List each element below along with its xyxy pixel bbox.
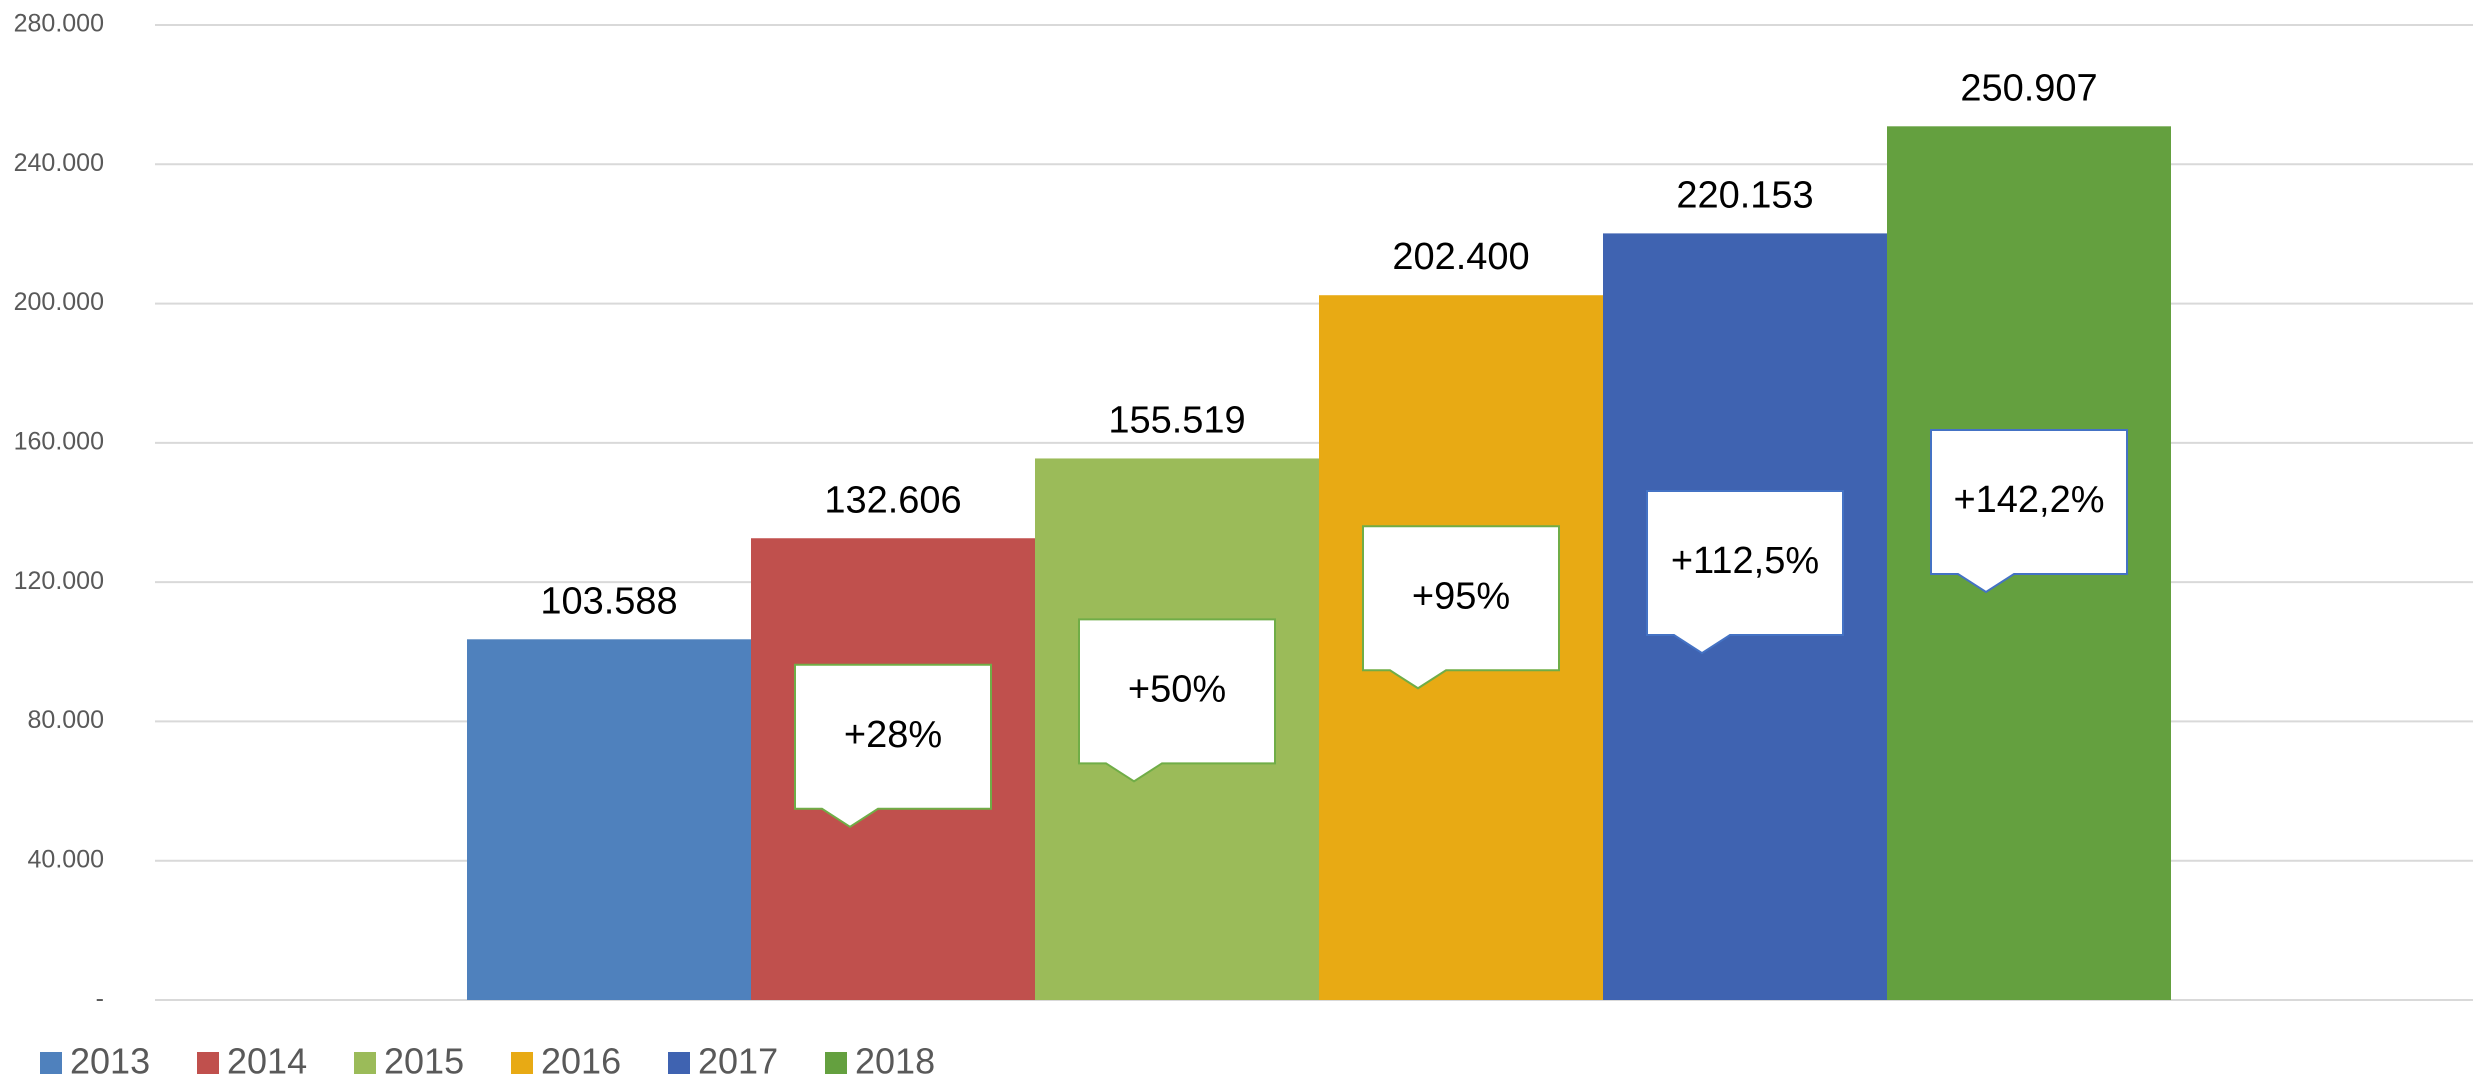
y-tick-label: 240.000	[14, 149, 104, 177]
legend-label: 2015	[384, 1041, 464, 1082]
legend-label: 2018	[855, 1041, 935, 1082]
y-tick-label: 200.000	[14, 288, 104, 316]
callout-box	[794, 663, 992, 828]
legend-label: 2017	[698, 1041, 778, 1082]
legend-swatch	[354, 1052, 376, 1074]
callout-box	[1362, 525, 1560, 690]
annotation: +95%	[1412, 575, 1510, 617]
annotation: +50%	[1128, 668, 1226, 710]
callout-box	[1078, 618, 1276, 783]
value-label: 132.606	[824, 479, 961, 521]
legend-label: 2016	[541, 1041, 621, 1082]
y-tick-label: 40.000	[28, 845, 104, 873]
legend-swatch	[668, 1052, 690, 1074]
annotation: +28%	[844, 714, 942, 756]
legend-label: 2014	[227, 1041, 307, 1082]
legend-swatch	[511, 1052, 533, 1074]
value-label: 202.400	[1392, 236, 1529, 278]
callout-box	[1646, 490, 1844, 655]
value-label: 220.153	[1676, 174, 1813, 216]
legend-swatch	[40, 1052, 62, 1074]
y-tick-label: 80.000	[28, 706, 104, 734]
value-label: 103.588	[540, 580, 677, 622]
value-label: 155.519	[1108, 399, 1245, 441]
annotation: +112,5%	[1671, 540, 1819, 582]
value-label: 250.907	[1960, 67, 2097, 109]
legend-swatch	[197, 1052, 219, 1074]
annotation: +142,2%	[1953, 479, 2104, 521]
legend-label: 2013	[70, 1041, 150, 1082]
callout-box	[1930, 428, 2128, 594]
y-tick-label: 160.000	[14, 427, 104, 455]
legend-swatch	[825, 1052, 847, 1074]
y-tick-label: 280.000	[14, 10, 104, 38]
y-tick-label: -	[96, 985, 104, 1013]
bar	[467, 639, 751, 1000]
y-tick-label: 120.000	[14, 567, 104, 595]
